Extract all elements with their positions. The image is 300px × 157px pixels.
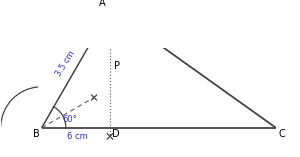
Text: 60°: 60° xyxy=(62,115,77,124)
Text: 6 cm: 6 cm xyxy=(68,132,88,141)
Text: C: C xyxy=(278,129,285,139)
Text: 3.5 cm: 3.5 cm xyxy=(54,49,76,78)
Text: A: A xyxy=(99,0,105,8)
Text: P: P xyxy=(114,61,120,71)
Text: B: B xyxy=(33,129,39,139)
Text: D: D xyxy=(112,129,120,139)
